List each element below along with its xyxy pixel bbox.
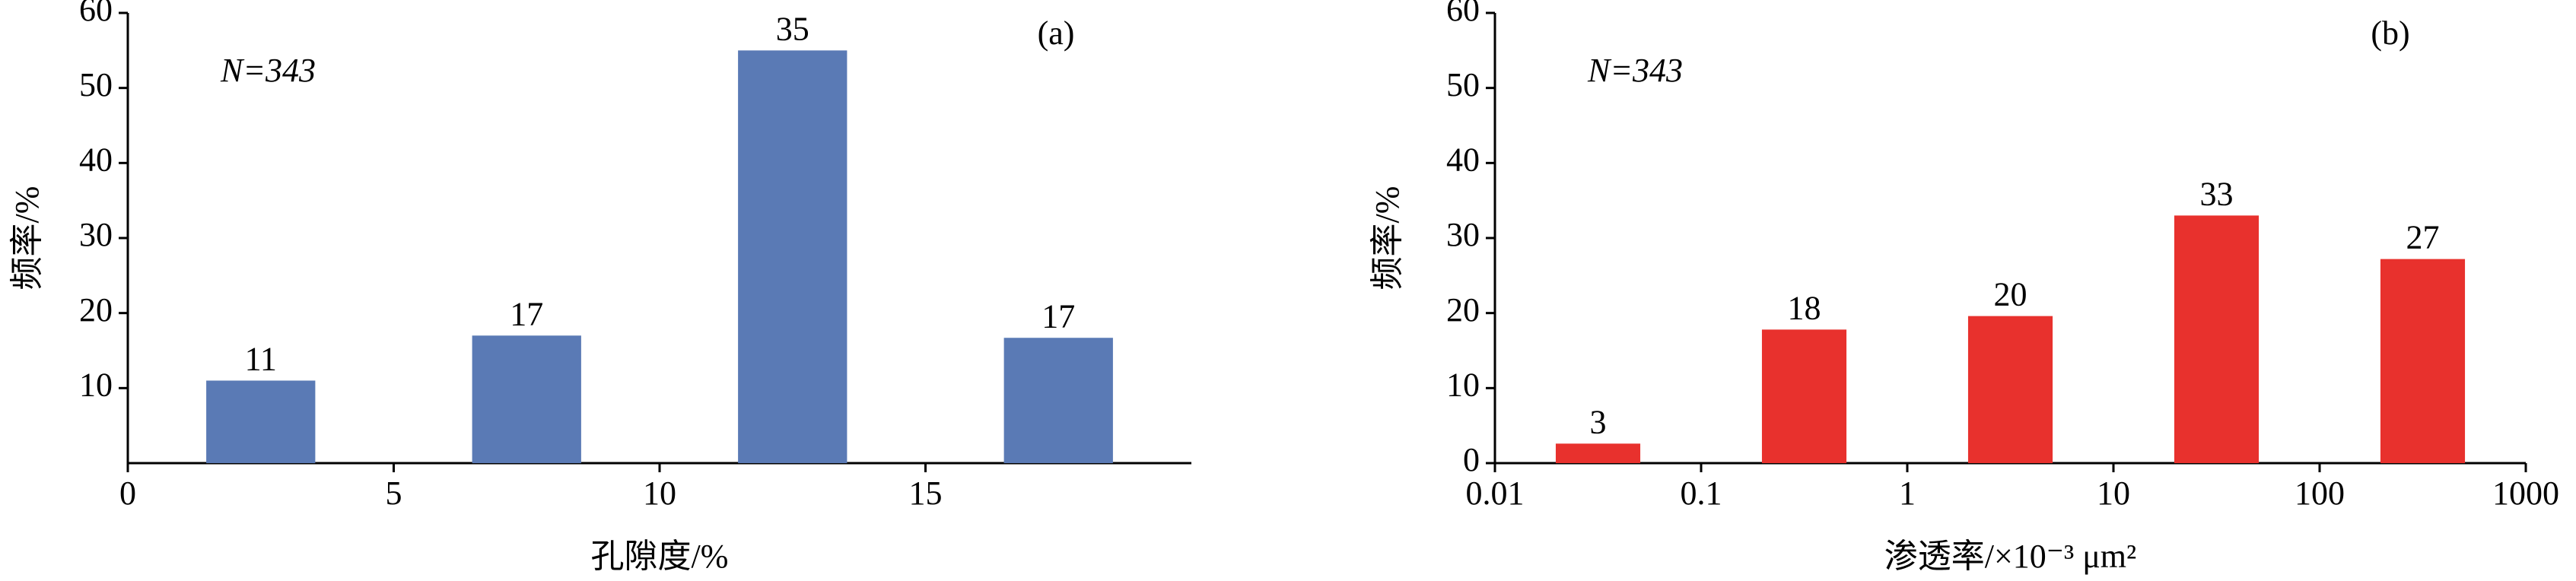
y-tick-label: 60 xyxy=(1446,0,1480,28)
bar xyxy=(1003,338,1113,463)
bar xyxy=(2174,215,2260,463)
data-label: 17 xyxy=(1042,297,1075,335)
y-tick-label: 30 xyxy=(79,216,113,253)
y-axis-label: 频率/% xyxy=(8,186,46,290)
y-tick-label: 10 xyxy=(1446,366,1480,403)
bar xyxy=(738,50,848,464)
x-tick-label: 1 xyxy=(1899,475,1916,512)
y-tick-label: 60 xyxy=(79,0,113,28)
x-tick-label: 0.01 xyxy=(1466,475,1525,512)
x-tick-label: 10 xyxy=(2097,475,2130,512)
annotation: N=343 xyxy=(1587,52,1683,89)
y-tick-label: 50 xyxy=(79,66,113,103)
data-label: 35 xyxy=(776,10,809,47)
bar xyxy=(1555,443,1641,463)
y-axis-label: 频率/% xyxy=(1369,186,1406,290)
x-tick-label: 0.1 xyxy=(1681,475,1722,512)
y-tick-label: 40 xyxy=(1446,141,1480,178)
y-tick-label: 0 xyxy=(1463,441,1480,478)
data-label: 17 xyxy=(510,295,543,332)
data-label: 3 xyxy=(1590,403,1607,440)
bar xyxy=(206,380,316,463)
data-label: 33 xyxy=(2200,175,2234,212)
x-tick-label: 10 xyxy=(643,475,676,512)
y-tick-label: 40 xyxy=(79,141,113,178)
y-tick-label: 10 xyxy=(79,366,113,403)
y-tick-label: 30 xyxy=(1446,216,1480,253)
y-tick-label: 50 xyxy=(1446,66,1480,103)
x-axis-label: 渗透率/×10⁻³ μm² xyxy=(1884,538,2136,575)
annotation: N=343 xyxy=(220,52,316,89)
y-tick-label: 20 xyxy=(79,291,113,329)
x-tick-label: 5 xyxy=(386,475,402,512)
panel-label: (b) xyxy=(2371,14,2409,52)
bar xyxy=(1761,329,1847,463)
bar xyxy=(2380,259,2466,463)
x-axis-label: 孔隙度/% xyxy=(591,538,729,575)
data-label: 11 xyxy=(245,341,277,378)
bar xyxy=(1967,316,2053,463)
data-label: 27 xyxy=(2406,219,2440,256)
data-label: 20 xyxy=(1994,276,2027,313)
x-tick-label: 15 xyxy=(909,475,943,512)
panel-label: (a) xyxy=(1038,14,1075,52)
bar xyxy=(472,335,581,463)
x-tick-label: 0 xyxy=(119,475,136,512)
data-label: 18 xyxy=(1788,289,1821,326)
x-tick-label: 100 xyxy=(2295,475,2345,512)
y-tick-label: 20 xyxy=(1446,291,1480,329)
x-tick-label: 1000 xyxy=(2492,475,2559,512)
